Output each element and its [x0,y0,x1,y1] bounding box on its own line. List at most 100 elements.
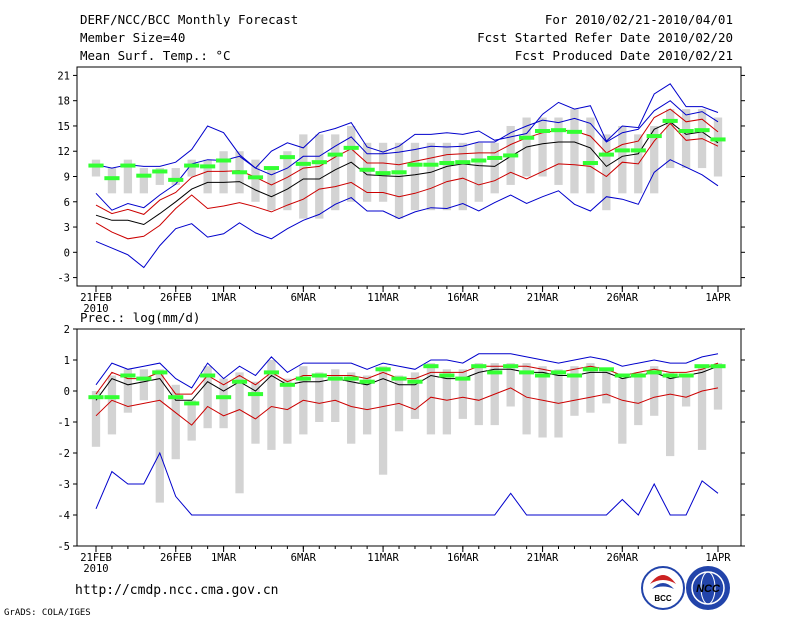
prec-observed-mark [247,392,264,397]
prec-ytick-label: -4 [57,510,70,522]
prec-box [251,381,260,444]
prec-box [458,369,467,419]
prec-box [347,372,356,444]
prec-observed-mark [279,382,295,387]
prec-observed-mark [88,395,104,400]
prec-box [618,378,627,444]
bcc-logo-text: BCC [654,594,672,603]
temp-observed-mark [550,128,567,133]
temp-box [394,142,404,219]
prec-box [570,366,579,416]
prec-xtick-label: 26FEB [160,552,192,564]
temp-ytick-label: 12 [57,146,70,158]
prec-observed-mark [295,376,311,381]
temp-box [586,117,595,194]
temp-observed-mark [168,177,184,182]
prec-box [634,372,643,426]
temp-box [91,159,101,177]
prec-xtick-label: 11MAR [367,552,399,564]
temp-xtick-label: 26FEB [160,292,192,304]
prec-observed-mark [327,376,343,381]
prec-box [283,378,292,444]
chart-title: DERF/NCC/BCC Monthly Forecast [80,12,298,27]
prec-box [171,384,180,460]
prec-observed-mark [231,379,248,384]
prec-box [267,360,276,450]
prec-box [107,375,117,435]
temp-box [251,159,260,202]
prec-box [123,369,133,413]
prec-observed-mark [152,370,168,375]
prec-box [155,369,164,503]
prec-observed-mark [263,370,280,375]
prec-observed-mark [311,373,327,378]
prec-xtick-label: 21MAR [527,552,559,564]
temp-observed-mark [614,148,630,153]
temp-box [347,125,356,202]
prec-box [602,369,611,404]
temp-observed-mark [247,175,264,180]
prec-observed-mark [662,373,678,378]
prec-box [681,375,691,407]
temp-observed-mark [120,163,136,168]
prec-xtick-label: 6MAR [291,552,317,564]
prec-observed-mark [694,364,710,369]
temp-observed-mark [216,158,232,163]
temp-observed-mark [582,161,598,166]
prec-xtick-label: 1MAR [211,552,237,564]
temp-observed-mark [694,128,710,133]
prec-box [586,363,595,413]
variable-label: Mean Surf. Temp.: °C [80,48,231,63]
prec-observed-mark [391,376,407,381]
temp-observed-mark [678,129,694,134]
prec-line-p75 [95,362,719,395]
prec-box [410,372,420,419]
prec-box [235,372,244,494]
temp-box [331,134,340,211]
prec-xtick-label: 16MAR [447,552,479,564]
temp-xtick-label: 21FEB [80,292,112,304]
temp-box [666,109,675,169]
prec-observed-mark [503,364,519,369]
temp-box [490,142,499,194]
temp-line-p25 [95,122,719,240]
temp-observed-mark [200,164,216,169]
temp-box [681,109,691,169]
temp-xtick-year: 2010 [83,303,108,315]
prec-box [187,400,196,441]
prec-ytick-label: 1 [64,355,70,367]
temp-observed-mark [519,135,535,140]
prec-line-max [95,353,719,389]
temp-observed-mark [375,171,391,176]
temp-box [570,109,579,194]
temp-observed-mark [263,166,280,171]
prec-observed-mark [598,367,614,372]
temp-box [474,142,483,202]
prec-box [362,375,372,435]
temp-box [602,134,611,211]
temp-observed-mark [710,137,726,142]
temp-ytick-label: 6 [64,197,70,209]
prec-observed-mark [104,395,120,400]
temp-xtick-label: 6MAR [291,292,317,304]
temp-box [219,151,228,194]
temp-box [538,117,547,177]
temp-ytick-label: 21 [57,70,70,82]
prec-box [713,363,723,410]
temp-observed-mark [343,145,359,150]
temp-line-p75 [95,108,719,215]
temp-box [123,159,133,194]
temp-box [618,125,627,194]
temp-box [458,142,467,211]
source-url[interactable]: http://cmdp.ncc.cma.gov.cn [75,583,279,598]
prec-observed-mark [343,376,359,381]
temp-observed-mark [152,169,168,174]
temp-box [650,125,659,194]
prec-box [666,372,675,457]
grads-credit: GrADS: COLA/IGES [4,608,91,618]
prec-box [474,363,483,426]
precip-panel-title: Prec.: log(mm/d) [80,310,200,325]
temp-xtick-label: 11MAR [367,292,399,304]
